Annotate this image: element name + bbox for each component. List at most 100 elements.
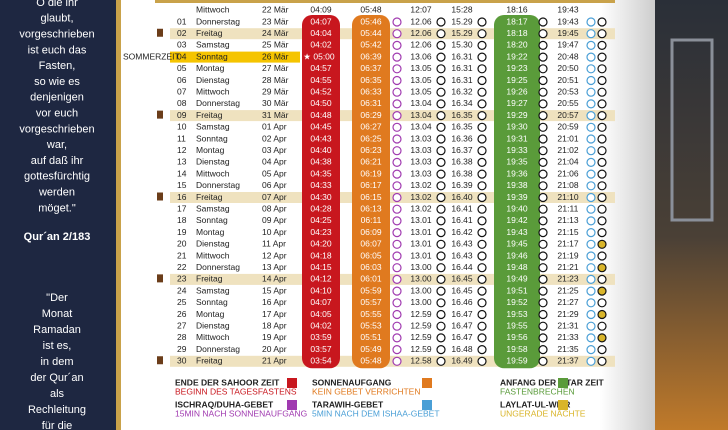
- star: ★: [303, 51, 311, 61]
- time: 16.43: [451, 250, 473, 260]
- time: 16.42: [451, 227, 473, 237]
- date: 04 Apr: [262, 157, 287, 167]
- check-circle: [477, 309, 487, 320]
- time: 16.45: [451, 285, 473, 295]
- check-circle: [538, 134, 548, 144]
- check-circle: [436, 239, 446, 249]
- time: 04:18: [310, 250, 332, 260]
- check-circle: [586, 356, 596, 366]
- legend-title: ANFANG DER IFTAR ZEIT: [500, 377, 605, 387]
- check-circle: [436, 309, 446, 320]
- check-circle: [436, 298, 446, 308]
- check-circle: [538, 321, 548, 331]
- check-circle: [436, 286, 446, 296]
- time: 04:20: [310, 239, 332, 249]
- time: 06:31: [360, 98, 382, 108]
- time: 16.47: [451, 332, 473, 342]
- day: Dienstag: [196, 75, 230, 85]
- time: 04:15: [310, 262, 332, 272]
- check-circle: [392, 251, 402, 261]
- quote-line: Fasten,: [39, 60, 76, 72]
- row-number: 11: [177, 133, 186, 143]
- quote-line: als: [50, 388, 65, 400]
- check-circle: [477, 228, 487, 238]
- time: 04:23: [310, 227, 332, 237]
- quote-line: in dem: [40, 356, 73, 368]
- check-circle: [538, 40, 548, 51]
- day: Donnerstag: [196, 180, 240, 190]
- check-circle: [392, 110, 402, 121]
- time: 04:04: [310, 28, 332, 38]
- time: 19:56: [506, 332, 528, 342]
- check-circle: [597, 29, 607, 39]
- time: 16.40: [451, 192, 473, 202]
- row-number: 08: [177, 98, 187, 108]
- check-circle: [392, 64, 402, 74]
- check-circle: [436, 146, 446, 156]
- time: 06:09: [360, 227, 382, 237]
- sunrise-bar: [352, 15, 390, 369]
- quote-line: werden: [38, 187, 75, 199]
- check-circle: [586, 29, 596, 39]
- legend-title: ENDE DER SAHOOR ZEIT: [175, 377, 280, 387]
- date: 01 Apr: [262, 122, 287, 132]
- time: 20:55: [557, 98, 579, 108]
- time: 21:01: [557, 133, 579, 143]
- time: 15.29: [451, 16, 473, 26]
- time: 19:42: [506, 215, 528, 225]
- row-number: 02: [177, 28, 187, 38]
- time: 18:17: [506, 16, 528, 26]
- time: 13.05: [410, 86, 432, 96]
- time: 04:55: [310, 75, 332, 85]
- time: 04:33: [310, 180, 332, 190]
- legend-swatch: [287, 378, 297, 388]
- quote-line: glaubt,: [40, 13, 73, 25]
- legend-title: TARAWIH-GEBET: [312, 399, 384, 409]
- time: 06:05: [360, 250, 382, 260]
- row-number: 09: [177, 110, 187, 120]
- time: 19:23: [506, 63, 528, 73]
- check-circle: [586, 333, 596, 343]
- check-circle: [586, 87, 596, 97]
- check-circle: [436, 40, 446, 51]
- check-circle: [538, 263, 548, 273]
- time: 16.41: [451, 215, 473, 225]
- day: Sonntag: [196, 51, 228, 61]
- day: Donnerstag: [196, 344, 240, 354]
- date: 18 Apr: [262, 320, 287, 330]
- date: 11 Apr: [262, 239, 286, 249]
- check-circle: [392, 204, 402, 214]
- check-circle: [597, 356, 607, 366]
- time: 04:40: [310, 145, 332, 155]
- check-circle: [392, 216, 402, 226]
- check-circle: [586, 204, 596, 214]
- check-circle: [477, 64, 487, 74]
- quote-line: "Der: [46, 292, 68, 304]
- check-circle: [597, 169, 607, 179]
- time: 06:03: [360, 262, 382, 272]
- date: 07 Apr: [262, 192, 287, 202]
- legend-swatch: [422, 378, 432, 388]
- check-circle: [392, 75, 402, 86]
- check-circle: [392, 345, 402, 355]
- time: 13.05: [410, 63, 432, 73]
- lantern-icon: [157, 352, 163, 365]
- check-circle: [477, 110, 487, 121]
- day: Donnerstag: [196, 98, 240, 108]
- day: Samstag: [196, 122, 230, 132]
- check-circle: [477, 321, 487, 331]
- date: 19 Apr: [262, 332, 287, 342]
- check-circle: [436, 321, 446, 331]
- row-number: 23: [177, 274, 187, 284]
- time: 21:17: [557, 239, 579, 249]
- time: 12.59: [410, 344, 432, 354]
- date: 25 Mär: [262, 40, 289, 50]
- sahoor-bar: [302, 15, 340, 369]
- check-circle: [436, 17, 446, 27]
- check-circle: [477, 17, 487, 27]
- check-circle: [436, 356, 446, 366]
- check-circle: [597, 181, 607, 191]
- date: 10 Apr: [262, 227, 287, 237]
- time: 19:30: [506, 122, 528, 132]
